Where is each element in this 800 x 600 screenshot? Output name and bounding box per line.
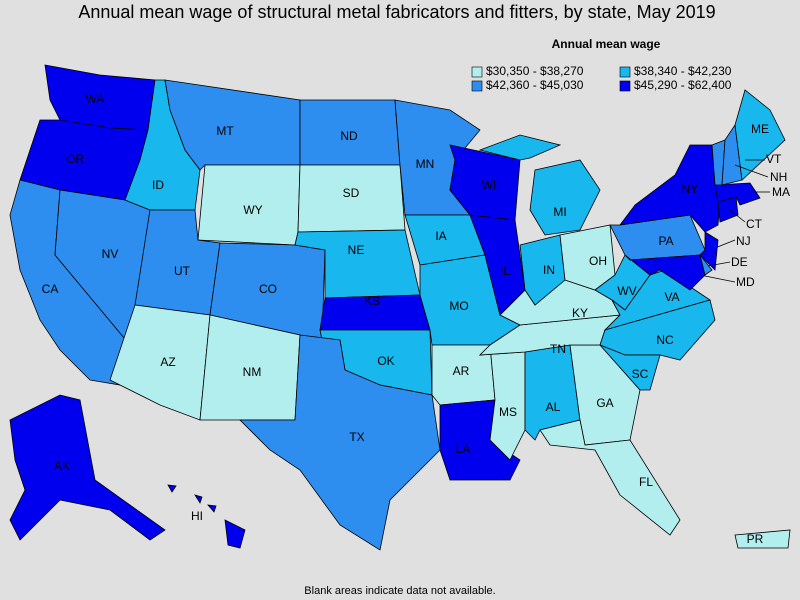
- state-label: OH: [589, 254, 607, 268]
- state-label: IN: [543, 263, 555, 277]
- state-label: TN: [550, 342, 566, 356]
- state-shape: [714, 182, 761, 206]
- state-label: VT: [766, 152, 782, 166]
- state-label: AL: [546, 400, 561, 414]
- state-label: UT: [174, 264, 191, 278]
- state-shape: [478, 134, 601, 236]
- state-label: CT: [746, 217, 763, 231]
- state-label: MI: [553, 205, 566, 219]
- state-label: NJ: [736, 234, 751, 248]
- state-label: CA: [42, 282, 59, 296]
- state-shape: [9, 394, 166, 541]
- state-label: MT: [216, 124, 234, 138]
- legend-swatch: [471, 66, 483, 78]
- state-label: AZ: [160, 355, 175, 369]
- state-label: WI: [482, 178, 497, 192]
- legend-swatch: [619, 66, 631, 78]
- state-label: LA: [456, 442, 471, 456]
- state-shape: [167, 484, 246, 549]
- state-shape: [539, 419, 681, 536]
- state-shape: [734, 529, 791, 549]
- leader-lines: [699, 159, 770, 283]
- state-shape: [699, 231, 719, 271]
- state-label: ME: [751, 122, 769, 136]
- state-label: KY: [572, 306, 588, 320]
- state-label: IL: [500, 264, 510, 278]
- state-label: WA: [86, 92, 105, 106]
- legend-label: $38,340 - $42,230: [634, 64, 732, 78]
- state-label: ID: [152, 178, 164, 192]
- state-label: HI: [191, 509, 203, 523]
- state-label: OK: [377, 354, 394, 368]
- state-label: NM: [243, 365, 262, 379]
- state-label: PR: [747, 532, 764, 546]
- legend-swatch: [471, 80, 483, 92]
- state-shape: [519, 234, 566, 306]
- legend-swatch: [619, 80, 631, 92]
- state-label: SC: [632, 367, 649, 381]
- title: Annual mean wage of structural metal fab…: [78, 2, 715, 22]
- state-label: NY: [682, 182, 699, 196]
- state-label: NE: [348, 243, 365, 257]
- footnote: Blank areas indicate data not available.: [304, 585, 495, 597]
- state-label: IA: [435, 229, 446, 243]
- state-label: SD: [343, 186, 360, 200]
- state-label: OR: [66, 152, 84, 166]
- state-label: AR: [453, 364, 470, 378]
- state-label: WV: [617, 284, 636, 298]
- legend-label: $42,360 - $45,030: [486, 78, 584, 92]
- states: [9, 64, 791, 551]
- state-label: WY: [243, 203, 262, 217]
- state-shape: [599, 344, 661, 391]
- state-label: VA: [664, 290, 679, 304]
- state-label: AK: [54, 459, 70, 473]
- legend-label: $30,350 - $38,270: [486, 64, 584, 78]
- legend: $30,350 - $38,270 $38,340 - $42,230 $42,36…: [471, 64, 732, 92]
- state-label: MS: [499, 405, 517, 419]
- state-label: TX: [349, 430, 364, 444]
- state-label: DE: [731, 255, 748, 269]
- state-labels: WA OR CA NV ID MT WY UT CO AZ NM ND SD N…: [42, 92, 790, 546]
- state-shape: [734, 89, 786, 181]
- state-shape: [239, 334, 441, 551]
- state-label: GA: [596, 396, 613, 410]
- legend-label: $45,290 - $62,400: [634, 78, 732, 92]
- state-shape: [699, 254, 713, 276]
- state-label: KS: [364, 294, 380, 308]
- state-label: MD: [736, 275, 755, 289]
- legend-title: Annual mean wage: [552, 37, 661, 51]
- state-label: CO: [259, 282, 277, 296]
- state-label: MO: [449, 299, 468, 313]
- state-label: MN: [416, 157, 435, 171]
- state-label: ND: [340, 129, 358, 143]
- state-label: FL: [639, 475, 653, 489]
- state-label: NH: [770, 170, 787, 184]
- state-label: NV: [102, 247, 119, 261]
- state-label: PA: [658, 234, 673, 248]
- state-label: MA: [772, 185, 790, 199]
- state-label: NC: [656, 333, 674, 347]
